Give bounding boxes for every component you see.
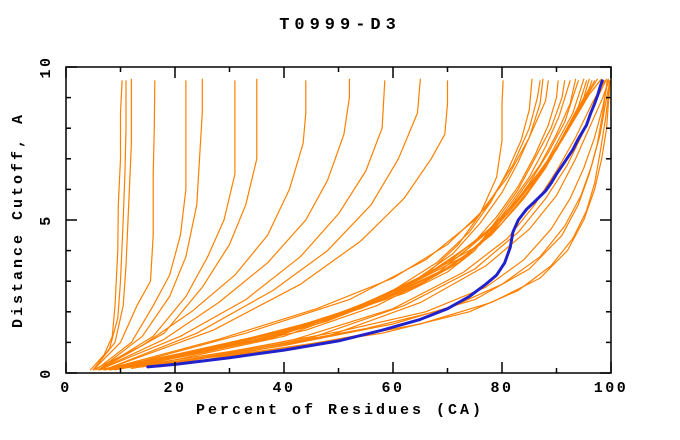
model-curve (89, 80, 123, 371)
y-tick-label: 0 (38, 367, 55, 379)
highlighted-model-curve (146, 79, 604, 369)
y-tick-label: 10 (38, 55, 55, 78)
model-curve (130, 80, 611, 369)
model-curve (98, 78, 350, 371)
x-tick-label: 40 (272, 380, 295, 397)
model-curve (92, 80, 307, 371)
model-curve (119, 80, 559, 369)
x-axis-label: Percent of Residues (CA) (196, 402, 484, 419)
model-curve (125, 78, 544, 366)
model-curve (98, 80, 386, 371)
x-tick-label: 20 (163, 380, 186, 397)
model-curves-group (89, 78, 611, 371)
x-tick-label: 60 (381, 380, 404, 397)
model-curve (185, 80, 610, 365)
model-curve (103, 78, 421, 371)
axis-tick-labels: 0 20 40 60 80 100 0 5 10 (38, 55, 629, 397)
model-curve (114, 80, 549, 371)
model-curve (103, 80, 449, 371)
model-curve (141, 78, 602, 368)
x-tick-label: 0 (60, 380, 72, 397)
axis-ticks (65, 66, 612, 374)
y-tick-label: 5 (38, 214, 55, 226)
model-curve (92, 78, 132, 371)
x-tick-label: 100 (594, 380, 629, 397)
model-curve (109, 78, 609, 371)
x-tick-label: 80 (490, 380, 513, 397)
model-curve (95, 80, 187, 371)
chart-title: T0999-D3 (279, 16, 401, 35)
model-curve (92, 80, 156, 371)
model-curve (98, 78, 203, 371)
y-axis-label: Distance Cutoff, A (10, 112, 27, 328)
model-curve (163, 80, 606, 366)
model-curve (98, 80, 236, 371)
model-curve (147, 80, 608, 368)
model-curve (92, 80, 127, 371)
